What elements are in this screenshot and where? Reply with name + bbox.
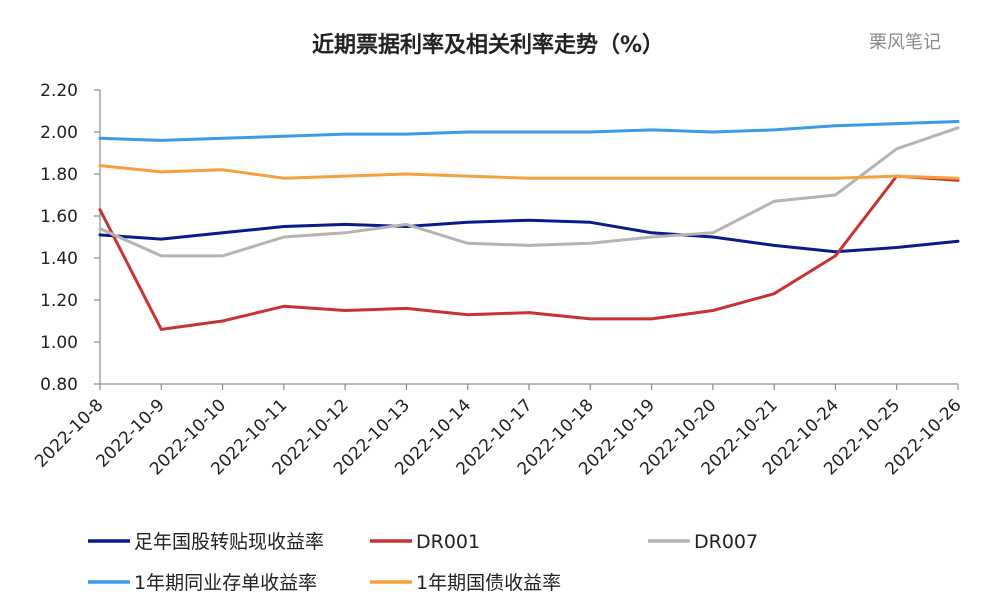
watermark: 栗风笔记 [869,32,941,53]
series-line-4 [98,164,960,180]
series-line-1 [98,174,960,331]
legend-label-2: DR007 [694,531,758,553]
legend-label-0: 足年国股转贴现收益率 [134,531,324,553]
y-tick-label: 2.00 [40,123,78,143]
y-tick-label: 1.80 [40,165,78,185]
y-tick-label: 1.00 [40,333,78,353]
y-tick-label: 2.20 [40,81,78,101]
legend-label-1: DR001 [416,531,480,553]
legend: 足年国股转贴现收益率 DR001 DR007 1年期同业存单收益率 1年期国债收益率 [88,531,758,594]
y-tick-label: 0.80 [40,375,78,395]
series-line-3 [98,120,960,142]
series-layer [98,120,960,331]
y-tick-label: 1.20 [40,291,78,311]
y-tick-label: 1.60 [40,207,78,227]
y-tick-label: 1.40 [40,249,78,269]
chart-title: 近期票据利率及相关利率走势（%） [312,32,664,58]
legend-label-3: 1年期同业存单收益率 [134,572,317,594]
series-line-0 [98,218,960,254]
series-line-2 [98,126,960,258]
legend-label-4: 1年期国债收益率 [416,572,561,594]
